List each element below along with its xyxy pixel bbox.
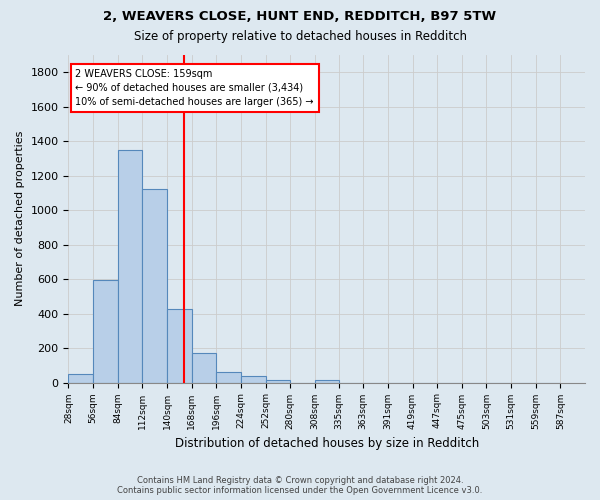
Y-axis label: Number of detached properties: Number of detached properties xyxy=(15,131,25,306)
Bar xyxy=(216,372,241,382)
Text: 2 WEAVERS CLOSE: 159sqm
← 90% of detached houses are smaller (3,434)
10% of semi: 2 WEAVERS CLOSE: 159sqm ← 90% of detache… xyxy=(76,69,314,107)
Bar xyxy=(93,280,118,382)
Bar xyxy=(241,376,266,382)
Bar xyxy=(315,380,340,382)
Bar xyxy=(266,380,290,382)
Text: 2, WEAVERS CLOSE, HUNT END, REDDITCH, B97 5TW: 2, WEAVERS CLOSE, HUNT END, REDDITCH, B9… xyxy=(103,10,497,23)
Bar xyxy=(191,354,216,382)
Bar xyxy=(118,150,142,382)
Bar xyxy=(142,190,167,382)
X-axis label: Distribution of detached houses by size in Redditch: Distribution of detached houses by size … xyxy=(175,437,479,450)
Bar xyxy=(167,310,191,382)
Text: Contains HM Land Registry data © Crown copyright and database right 2024.
Contai: Contains HM Land Registry data © Crown c… xyxy=(118,476,482,495)
Bar xyxy=(68,374,93,382)
Text: Size of property relative to detached houses in Redditch: Size of property relative to detached ho… xyxy=(133,30,467,43)
